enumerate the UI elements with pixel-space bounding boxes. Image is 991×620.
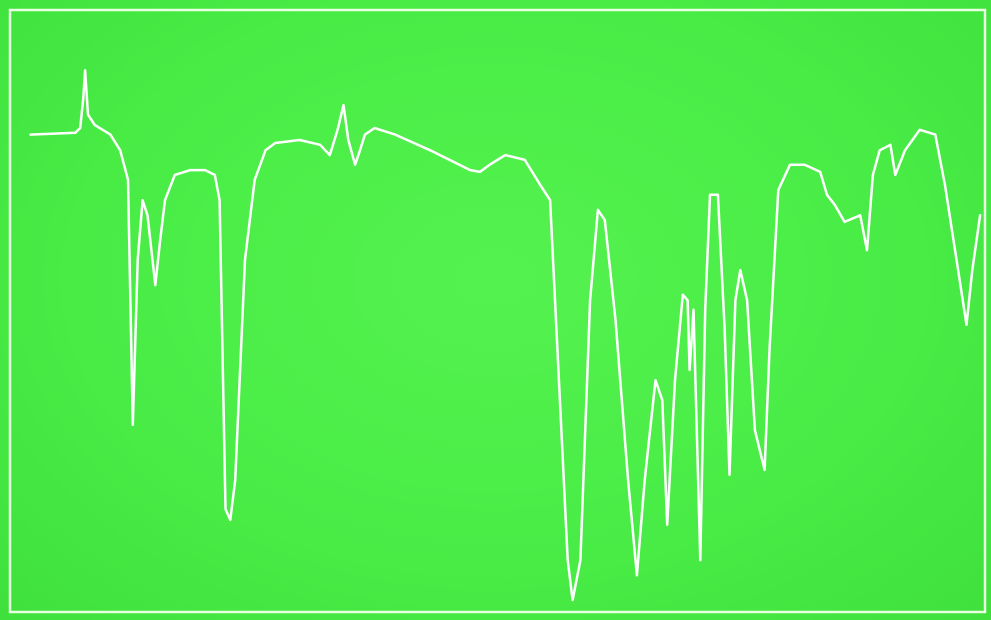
frame — [10, 10, 985, 612]
trace — [31, 70, 981, 600]
chart — [0, 0, 991, 620]
page: (() => { const data = JSON.parse(documen… — [0, 0, 991, 620]
